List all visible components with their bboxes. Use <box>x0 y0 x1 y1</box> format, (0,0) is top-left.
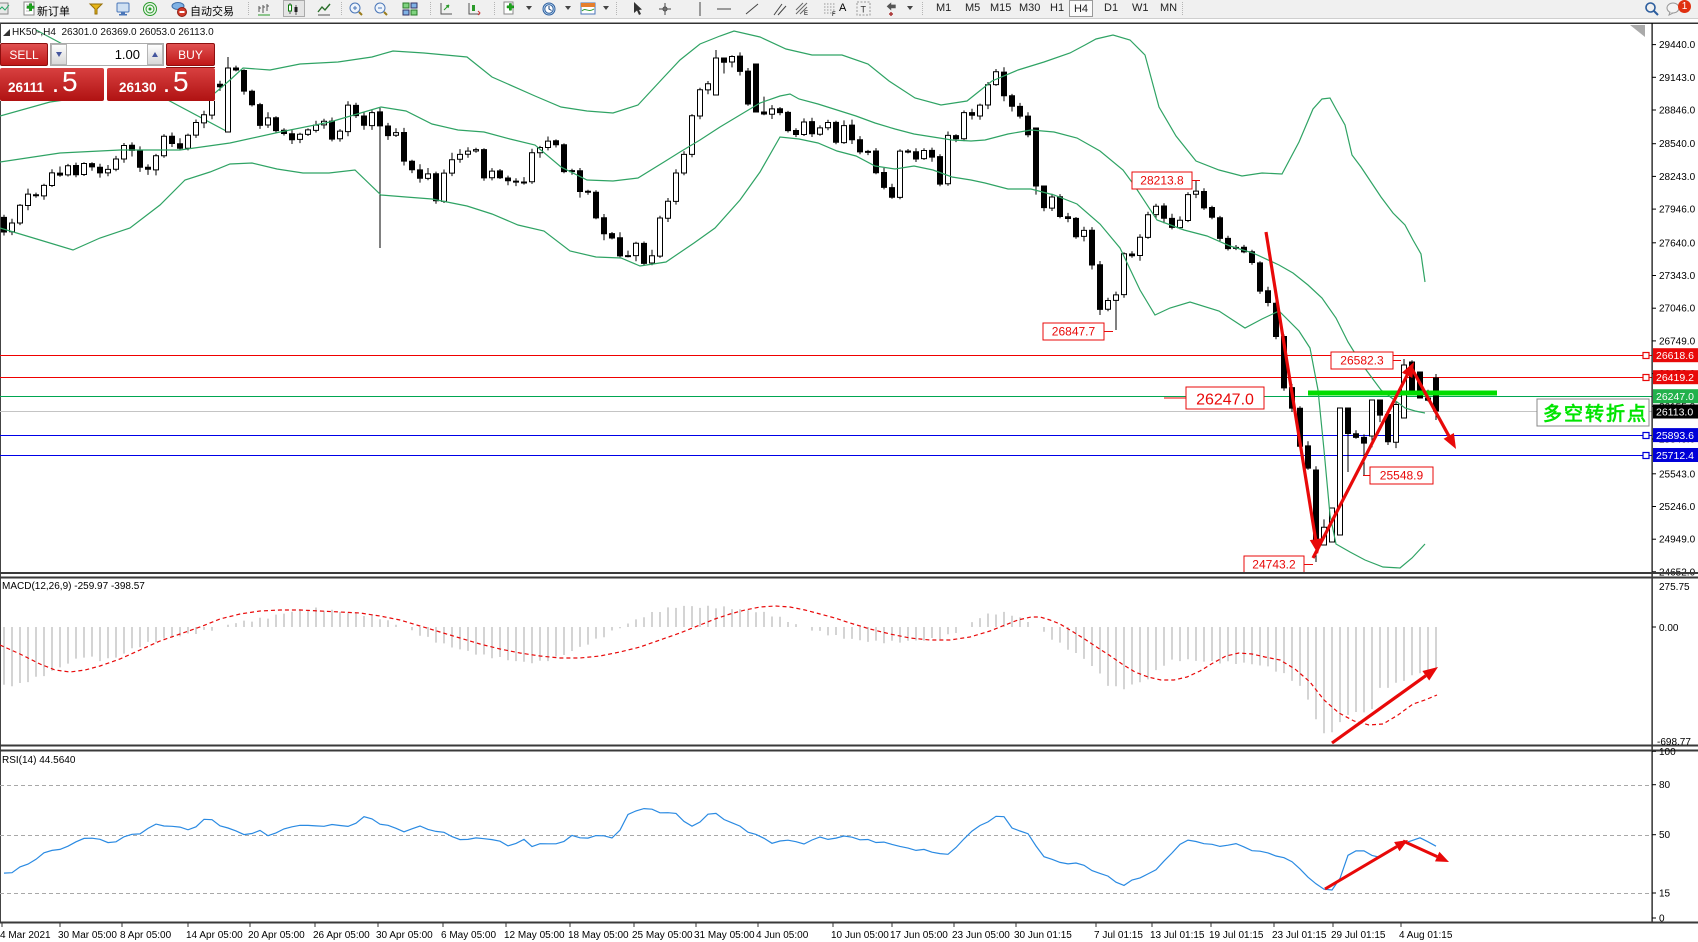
svg-text:25712.4: 25712.4 <box>1656 450 1694 462</box>
svg-text:28540.0: 28540.0 <box>1659 139 1696 150</box>
svg-text:25246.0: 25246.0 <box>1659 502 1696 513</box>
svg-text:26749.0: 26749.0 <box>1659 336 1696 347</box>
svg-text:0.00: 0.00 <box>1659 623 1679 634</box>
svg-text:12 May 05:00: 12 May 05:00 <box>504 930 565 941</box>
svg-text:26247.0: 26247.0 <box>1196 392 1254 409</box>
svg-text:26113.0: 26113.0 <box>1656 407 1693 419</box>
svg-text:26847.7: 26847.7 <box>1052 325 1096 339</box>
svg-text:4 Mar 2021: 4 Mar 2021 <box>0 930 51 941</box>
svg-text:13 Jul 01:15: 13 Jul 01:15 <box>1150 930 1205 941</box>
svg-text:27946.0: 27946.0 <box>1659 205 1696 216</box>
svg-text:15: 15 <box>1659 889 1671 900</box>
svg-text:27046.0: 27046.0 <box>1659 304 1696 315</box>
svg-text:29 Jul 01:15: 29 Jul 01:15 <box>1331 930 1386 941</box>
svg-text:26 Apr 05:00: 26 Apr 05:00 <box>313 930 370 941</box>
svg-text:18 May 05:00: 18 May 05:00 <box>568 930 629 941</box>
svg-text:T: T <box>861 5 867 15</box>
svg-text:28243.0: 28243.0 <box>1659 172 1696 183</box>
svg-text:29440.0: 29440.0 <box>1659 40 1696 51</box>
svg-text:25548.9: 25548.9 <box>1380 469 1424 483</box>
svg-text:-698.77: -698.77 <box>1657 737 1691 748</box>
svg-text:100: 100 <box>1659 747 1676 758</box>
svg-text:17 Jun 05:00: 17 Jun 05:00 <box>890 930 948 941</box>
svg-text:6 May 05:00: 6 May 05:00 <box>441 930 496 941</box>
svg-text:25 May 05:00: 25 May 05:00 <box>632 930 693 941</box>
svg-text:7 Jul 01:15: 7 Jul 01:15 <box>1094 930 1143 941</box>
svg-text:30 Jun 01:15: 30 Jun 01:15 <box>1014 930 1072 941</box>
svg-text:30 Apr 05:00: 30 Apr 05:00 <box>376 930 433 941</box>
svg-text:MACD(12,26,9) -259.97 -398.57: MACD(12,26,9) -259.97 -398.57 <box>2 581 145 592</box>
svg-text:26582.3: 26582.3 <box>1340 354 1384 368</box>
svg-text:27640.0: 27640.0 <box>1659 238 1696 249</box>
svg-text:30 Mar 05:00: 30 Mar 05:00 <box>58 930 117 941</box>
svg-text:80: 80 <box>1659 780 1671 791</box>
svg-text:25893.6: 25893.6 <box>1656 430 1694 442</box>
svg-text:50: 50 <box>1659 830 1671 841</box>
svg-text:26618.6: 26618.6 <box>1656 350 1694 362</box>
svg-text:RSI(14) 44.5640: RSI(14) 44.5640 <box>2 755 76 766</box>
svg-text:275.75: 275.75 <box>1659 582 1690 593</box>
svg-text:28846.0: 28846.0 <box>1659 106 1696 117</box>
svg-text:多空转折点: 多空转折点 <box>1543 402 1648 425</box>
svg-text:HK50-,H4 26301.0 26369.0 2605: HK50-,H4 26301.0 26369.0 26053.0 26113.0 <box>12 27 214 38</box>
svg-text:E: E <box>804 11 808 17</box>
svg-text:4 Jun 05:00: 4 Jun 05:00 <box>756 930 809 941</box>
svg-text:24743.2: 24743.2 <box>1252 558 1296 572</box>
svg-text:28213.8: 28213.8 <box>1140 174 1184 188</box>
svg-text:F: F <box>832 12 836 17</box>
svg-text:23 Jun 05:00: 23 Jun 05:00 <box>952 930 1010 941</box>
svg-text:8 Apr 05:00: 8 Apr 05:00 <box>120 930 172 941</box>
svg-text:23 Jul 01:15: 23 Jul 01:15 <box>1272 930 1327 941</box>
svg-text:20 Apr 05:00: 20 Apr 05:00 <box>248 930 305 941</box>
svg-text:10 Jun 05:00: 10 Jun 05:00 <box>831 930 889 941</box>
svg-text:26247.0: 26247.0 <box>1656 391 1694 403</box>
svg-text:29143.0: 29143.0 <box>1659 73 1696 84</box>
svg-text:27343.0: 27343.0 <box>1659 271 1696 282</box>
svg-text:26419.2: 26419.2 <box>1656 372 1694 384</box>
svg-text:24949.0: 24949.0 <box>1659 535 1696 546</box>
svg-text:31 May 05:00: 31 May 05:00 <box>694 930 755 941</box>
svg-text:25543.0: 25543.0 <box>1659 469 1696 480</box>
svg-text:14 Apr 05:00: 14 Apr 05:00 <box>186 930 243 941</box>
svg-text:19 Jul 01:15: 19 Jul 01:15 <box>1209 930 1264 941</box>
svg-text:4 Aug 01:15: 4 Aug 01:15 <box>1399 930 1453 941</box>
svg-text:0: 0 <box>1659 914 1665 925</box>
